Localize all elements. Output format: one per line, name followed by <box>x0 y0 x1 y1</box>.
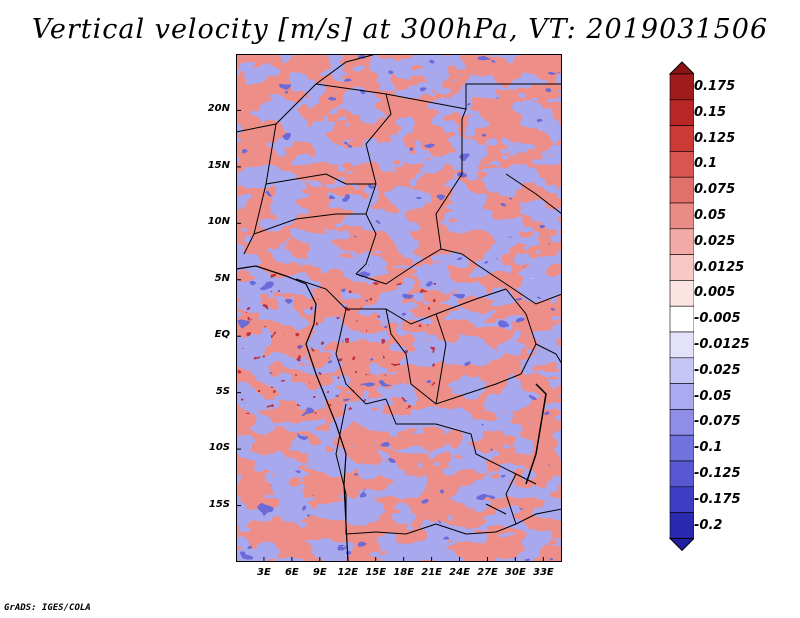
colorbar-segment <box>669 486 694 513</box>
colorbar-level-label: 0.025 <box>694 233 736 249</box>
lat-tick-label: 10N <box>207 216 230 228</box>
lat-tick-label: 5N <box>214 272 230 284</box>
lon-tick-label: 3E <box>257 567 271 578</box>
lon-tick-label: 21E <box>421 567 442 578</box>
lat-tick-label: 5S <box>215 385 230 397</box>
lat-tick-label: 20N <box>207 103 230 115</box>
lon-tick-label: 30E <box>505 567 526 578</box>
colorbar-level-label: -0.2 <box>694 517 723 533</box>
colorbar-segment <box>669 331 694 359</box>
colorbar-level-label: 0.175 <box>694 79 736 94</box>
colorbar <box>668 61 694 552</box>
colorbar-level-label: 0.125 <box>694 130 736 146</box>
lon-tick-label: 6E <box>284 567 299 578</box>
velocity-field <box>236 54 562 562</box>
colorbar-segment <box>669 254 694 281</box>
colorbar-level-label: 0.1 <box>694 156 718 172</box>
colorbar-level-label: 0.05 <box>694 208 727 223</box>
field-convective-layer <box>236 274 436 414</box>
colorbar-level-label: -0.005 <box>694 311 741 327</box>
colorbar-segment <box>669 434 694 462</box>
colorbar-level-label: -0.05 <box>694 388 732 404</box>
lon-tick-label: 33E <box>532 567 554 578</box>
chart-title: Vertical velocity [m/s] at 300hPa, VT: 2… <box>31 14 769 45</box>
colorbar-level-label: -0.025 <box>694 362 741 378</box>
colorbar-over-arrow <box>668 61 694 75</box>
grads-credit: GrADS: IGES/COLA <box>4 603 91 613</box>
colorbar-level-label: -0.0125 <box>694 337 750 352</box>
colorbar-level-label: 0.075 <box>694 182 736 198</box>
map-frame <box>236 54 562 562</box>
colorbar-level-label: -0.125 <box>694 466 741 481</box>
lon-tick-label: 18E <box>393 567 415 578</box>
vertical-velocity-map <box>236 54 562 562</box>
colorbar-segment <box>669 151 694 178</box>
colorbar-segment <box>669 305 694 333</box>
colorbar-segment <box>669 99 694 126</box>
colorbar-segment <box>669 280 694 307</box>
colorbar-segment <box>669 125 694 152</box>
colorbar-segment <box>669 383 694 410</box>
coastline <box>236 265 349 562</box>
colorbar-segment <box>669 73 694 101</box>
lon-tick-label: 27E <box>477 567 498 578</box>
colorbar-segment <box>669 357 694 384</box>
lon-tick-label: 12E <box>337 567 359 578</box>
colorbar-level-label: -0.175 <box>694 491 741 507</box>
colorbar-segment <box>669 228 694 255</box>
lat-tick-label: 10S <box>208 442 230 454</box>
colorbar-under-arrow <box>668 537 694 552</box>
lon-tick-label: 9E <box>312 567 327 578</box>
colorbar-level-label: -0.075 <box>694 414 741 430</box>
colorbar-segment <box>669 512 694 539</box>
colorbar-segment <box>669 460 694 488</box>
lon-tick-label: 24E <box>449 567 470 578</box>
colorbar-level-label: 0.0125 <box>694 259 745 275</box>
colorbar-level-label: 0.005 <box>694 285 736 301</box>
lat-tick-label: 15N <box>207 159 230 171</box>
lat-tick-label: EQ <box>214 329 230 341</box>
colorbar-segment <box>669 409 694 436</box>
colorbar-level-label: -0.1 <box>694 440 723 456</box>
lat-tick-label: 15S <box>208 498 230 510</box>
colorbar-segment <box>669 176 694 204</box>
colorbar-level-label: 0.15 <box>694 104 727 120</box>
lon-tick-label: 15E <box>365 567 387 578</box>
colorbar-segment <box>669 202 694 230</box>
